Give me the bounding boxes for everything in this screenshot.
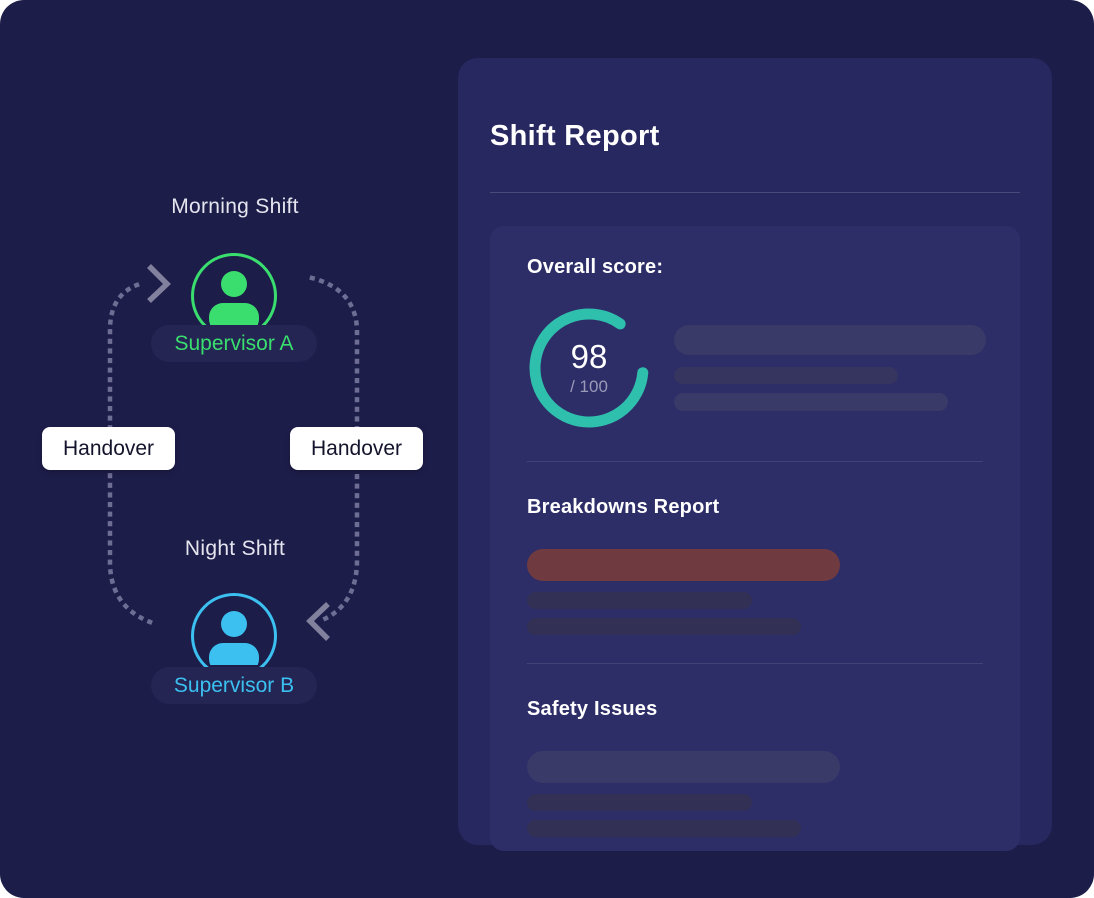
safety-issues-section: Safety Issues [527,698,983,837]
score-ring: 98 / 100 [527,306,651,430]
safety-issues-title: Safety Issues [527,698,658,720]
placeholder-bar [674,393,948,411]
placeholder-bar [527,751,840,783]
breakdowns-placeholder-bars [527,549,983,635]
supervisor-a-badge: Supervisor A [151,325,317,362]
placeholder-bar [527,592,752,609]
report-card: Overall score: 98 / 100 [490,226,1020,851]
arrow-to-supervisor-a-icon [147,264,171,303]
supervisor-b-badge: Supervisor B [151,667,317,704]
score-ring-arc-icon [529,308,649,428]
person-icon [209,611,259,665]
shift-handover-diagram: Morning Shift Supervisor A Handover Hand… [0,0,460,898]
handover-label-right: Handover [290,427,424,470]
person-icon [209,271,259,325]
overall-score-title: Overall score: [527,256,664,278]
arrow-to-supervisor-b-icon [306,602,330,641]
dotted-path-night-to-morning [107,280,153,625]
section-divider [527,663,983,664]
shift-report-panel: Shift Report Overall score: 98 / 100 [458,58,1052,851]
night-shift-label: Night Shift [184,537,286,560]
placeholder-bar [527,820,801,837]
overall-score-section: Overall score: 98 / 100 [527,256,986,430]
panel-title: Shift Report [490,120,660,152]
title-divider [490,192,1020,193]
breakdowns-title: Breakdowns Report [527,496,720,518]
overall-placeholder-bars [674,325,986,411]
score-value: 98 [570,337,608,375]
breakdowns-section: Breakdowns Report [527,496,983,635]
safety-placeholder-bars [527,751,983,837]
placeholder-bar [527,618,801,635]
handover-label-left: Handover [42,427,176,470]
placeholder-bar [674,325,986,355]
placeholder-bar [527,549,840,581]
placeholder-bar [674,367,898,384]
morning-shift-label: Morning Shift [171,195,299,218]
section-divider [527,461,983,462]
score-denominator: / 100 [570,376,608,396]
placeholder-bar [527,794,752,811]
